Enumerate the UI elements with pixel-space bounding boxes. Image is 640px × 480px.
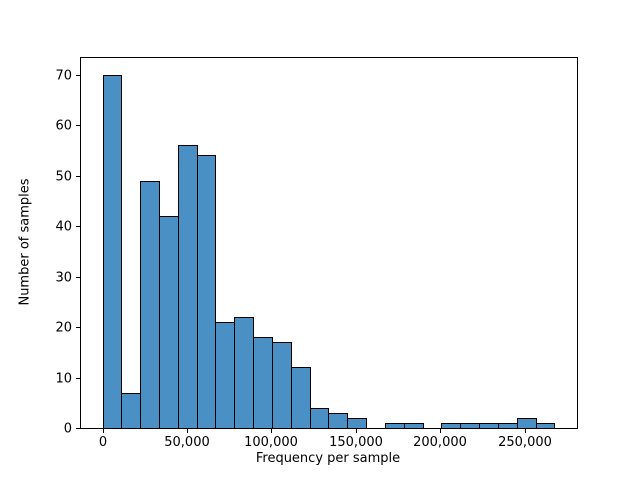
y-tick-mark [76,125,80,126]
histogram-bar [140,181,160,429]
y-tick-mark [76,277,80,278]
y-tick-mark [76,176,80,177]
y-tick-label: 0 [63,421,72,436]
y-tick-label: 20 [55,320,72,335]
x-tick-mark [440,429,441,433]
histogram-bar [404,423,424,429]
top-spine [80,57,578,58]
x-tick-label: 150,000 [329,435,383,450]
histogram-bar [536,423,555,429]
y-tick-label: 70 [55,68,72,83]
histogram-bar [103,75,122,429]
histogram-bar [291,367,311,429]
y-axis-line [80,57,81,429]
y-tick-mark [76,378,80,379]
histogram-bar [479,423,499,429]
y-axis-title: Number of samples [17,178,33,306]
histogram-bar [197,155,216,429]
x-tick-label: 100,000 [244,435,298,450]
x-tick-label: 50,000 [164,435,210,450]
y-tick-label: 50 [55,169,72,184]
x-tick-mark [103,429,104,433]
histogram-bar [253,337,273,429]
y-tick-mark [76,226,80,227]
x-tick-label: 0 [98,435,108,450]
histogram-bar [215,322,235,429]
x-axis-title: Frequency per sample [255,451,401,466]
y-tick-mark [76,75,80,76]
y-tick-label: 10 [55,371,72,386]
histogram-bar [328,413,348,429]
histogram-bar [441,423,461,429]
x-tick-mark [356,429,357,433]
y-tick-label: 40 [55,219,72,234]
x-tick-mark [525,429,526,433]
y-tick-mark [76,428,80,429]
histogram-bar [121,393,141,429]
histogram-bar [385,423,405,429]
histogram-bar [178,145,198,429]
y-tick-label: 60 [55,118,72,133]
x-tick-label: 200,000 [413,435,467,450]
x-tick-label: 250,000 [498,435,552,450]
right-spine [577,57,578,429]
y-tick-mark [76,327,80,328]
x-tick-mark [271,429,272,433]
y-tick-label: 30 [55,270,72,285]
histogram-bar [272,342,292,429]
histogram-bar [498,423,518,429]
histogram-bar [347,418,367,429]
histogram-bar [460,423,480,429]
histogram-bar [517,418,537,429]
histogram-bar [159,216,179,429]
histogram-bar [234,317,254,429]
histogram-bar [310,408,329,429]
x-tick-mark [187,429,188,433]
